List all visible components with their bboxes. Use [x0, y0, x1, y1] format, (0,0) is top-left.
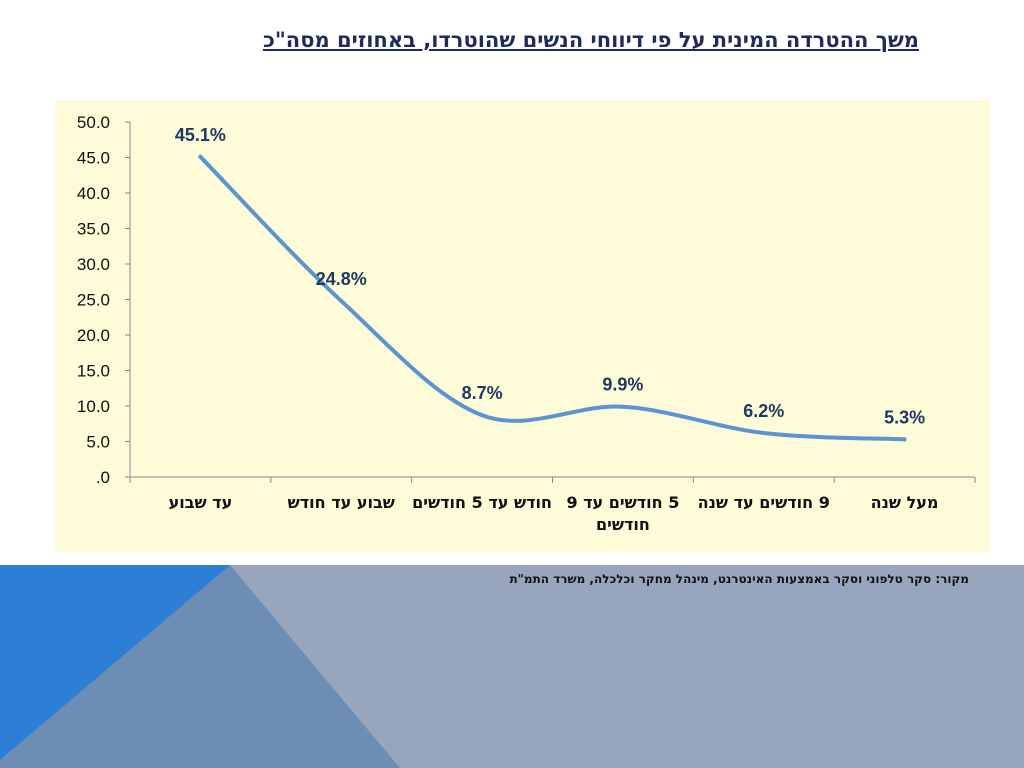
y-tick-label: 35.0 [77, 220, 110, 239]
line-chart: 50.0 45.0 40.0 35.0 30.0 25.0 20.0 15.0 10.0 5.0.… [77, 113, 976, 487]
source-note: מקור: סקר טלפוני וסקר באמצעות האינטרנט, … [509, 572, 969, 586]
data-label: 8.7% [462, 383, 503, 403]
data-point [620, 404, 625, 409]
data-point [761, 430, 766, 435]
slide-title: משך ההטרדה המינית על פי דיווחי הנשים שהו… [262, 28, 919, 52]
y-tick-label: 25.0 [77, 291, 110, 310]
data-label: 6.2% [743, 401, 784, 421]
y-tick-label: 15.0 [77, 362, 110, 381]
x-tick-label: 5 חודשים עד 9 חודשים [566, 493, 680, 534]
data-point [902, 437, 907, 442]
y-tick-label: 40.0 [77, 184, 110, 203]
blue-band [0, 565, 230, 760]
y-tick-label: 20.0 [77, 326, 110, 345]
data-point [480, 413, 485, 418]
decorative-background-bands [0, 565, 1024, 768]
x-tick-label: מעל שנה [870, 493, 939, 512]
data-label: 5.3% [884, 407, 925, 427]
y-tick-label: 5.0 [86, 433, 110, 452]
y-tick-label: 30.0 [77, 255, 110, 274]
data-point [198, 154, 203, 159]
y-tick-label: 10.0 [77, 397, 110, 416]
x-tick-label: שבוע עד חודש [287, 493, 395, 512]
series-line [198, 154, 907, 442]
chart-panel: 50.0 45.0 40.0 35.0 30.0 25.0 20.0 15.0 10.0 5.0.… [55, 100, 990, 552]
data-label: 24.8% [316, 269, 367, 289]
x-tick-label: 9 חודשים עד שנה [697, 493, 830, 512]
x-tick-label: חודש עד 5 חודשים [412, 493, 552, 512]
data-label: 9.9% [602, 375, 643, 395]
x-tick-label: עד שבוע [168, 493, 233, 512]
y-tick-label: 50.0 [77, 113, 110, 132]
y-tick-label: .0 [96, 468, 110, 487]
y-tick-label: 45.0 [77, 149, 110, 168]
data-label: 45.1% [175, 125, 226, 145]
data-point [339, 298, 344, 303]
